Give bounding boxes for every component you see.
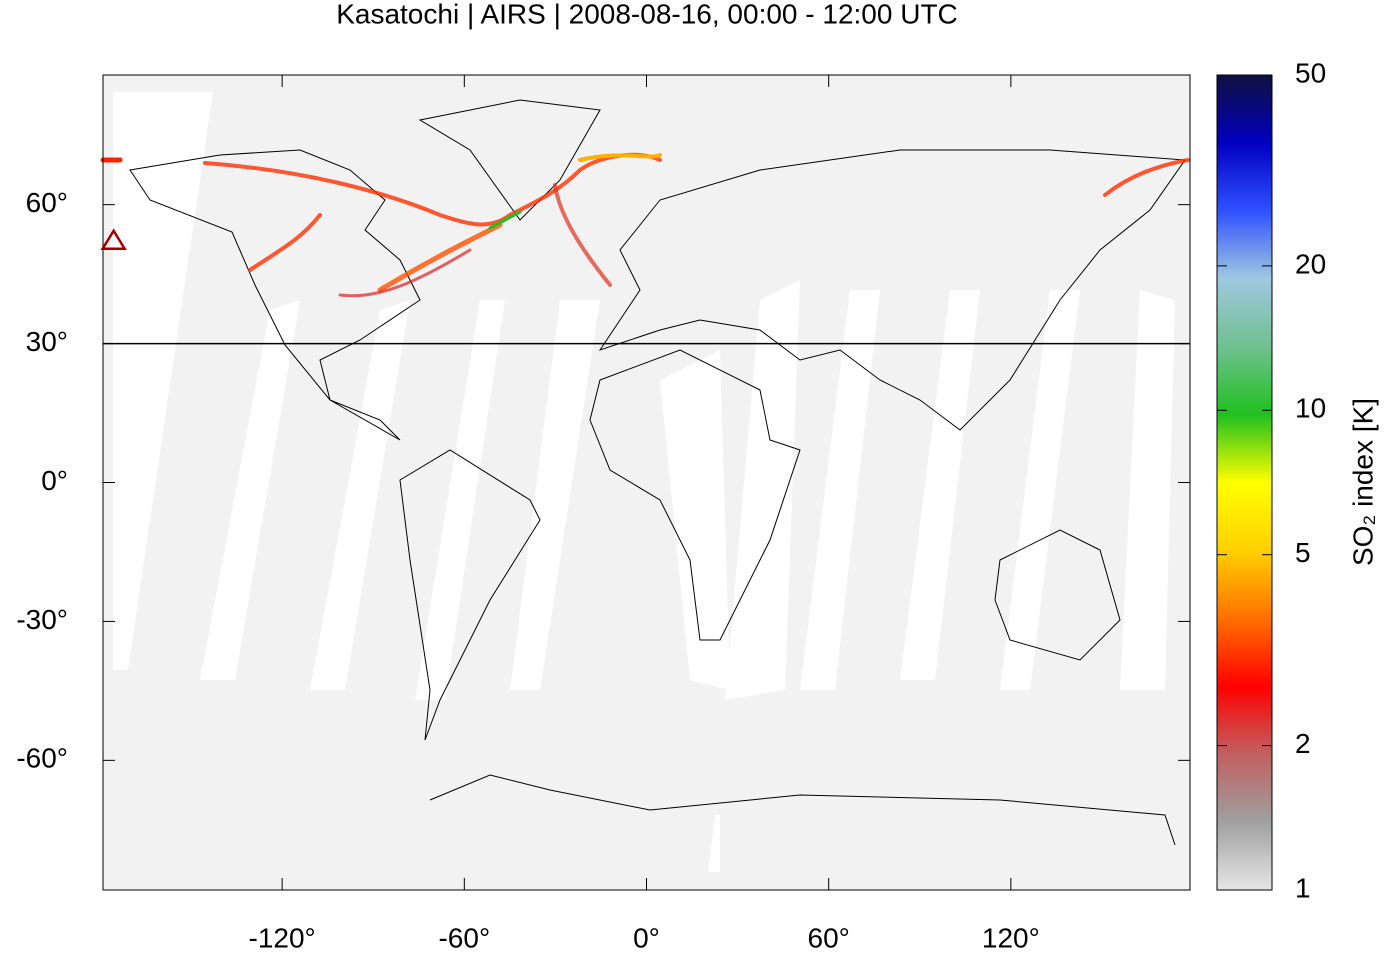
colorbar bbox=[1216, 74, 1273, 891]
colorbar-tick-label: 5 bbox=[1295, 537, 1311, 568]
x-tick-label: -60° bbox=[438, 922, 490, 950]
colorbar-label: SO₂ index [K] bbox=[1347, 398, 1378, 566]
coastlines bbox=[129, 99, 1186, 846]
x-tick-label: 60° bbox=[808, 922, 850, 950]
map-background bbox=[103, 75, 1190, 890]
x-tick-label: 120° bbox=[982, 922, 1040, 950]
y-tick-label: 60° bbox=[26, 187, 68, 218]
y-tick-label: 30° bbox=[26, 326, 68, 357]
colorbar-tick-label: 50 bbox=[1295, 57, 1326, 88]
swath-gaps bbox=[113, 92, 1175, 872]
chart-title: Kasatochi | AIRS | 2008-08-16, 00:00 - 1… bbox=[336, 0, 958, 29]
colorbar-tick-label: 2 bbox=[1295, 728, 1311, 759]
x-tick-label: -120° bbox=[249, 922, 316, 950]
y-tick-label: 0° bbox=[41, 465, 68, 496]
colorbar-tick-label: 1 bbox=[1295, 872, 1311, 903]
colorbar-tick-label: 20 bbox=[1295, 248, 1326, 279]
y-tick-label: -60° bbox=[16, 743, 68, 774]
so2-plume bbox=[100, 152, 1190, 298]
x-tick-label: 0° bbox=[633, 922, 660, 950]
colorbar-tick-label: 10 bbox=[1295, 393, 1326, 424]
volcano-marker bbox=[100, 228, 127, 251]
y-tick-label: -30° bbox=[16, 604, 68, 635]
